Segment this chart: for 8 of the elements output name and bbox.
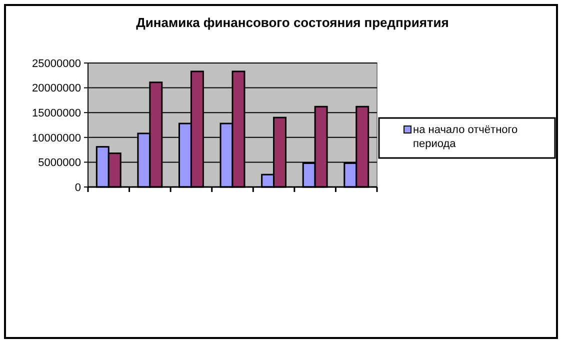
y-tick-label: 25000000 (32, 58, 81, 70)
chart-title: Динамика финансового состояния предприятия (136, 15, 449, 30)
y-tick-label: 0 (74, 182, 81, 194)
y-tick-label: 10000000 (32, 132, 81, 144)
y-tick-label: 20000000 (32, 82, 81, 95)
legend-label: на начало отчётного периода (413, 124, 518, 150)
y-tick-label: 15000000 (32, 107, 81, 120)
y-tick-label: 5000000 (38, 157, 81, 170)
